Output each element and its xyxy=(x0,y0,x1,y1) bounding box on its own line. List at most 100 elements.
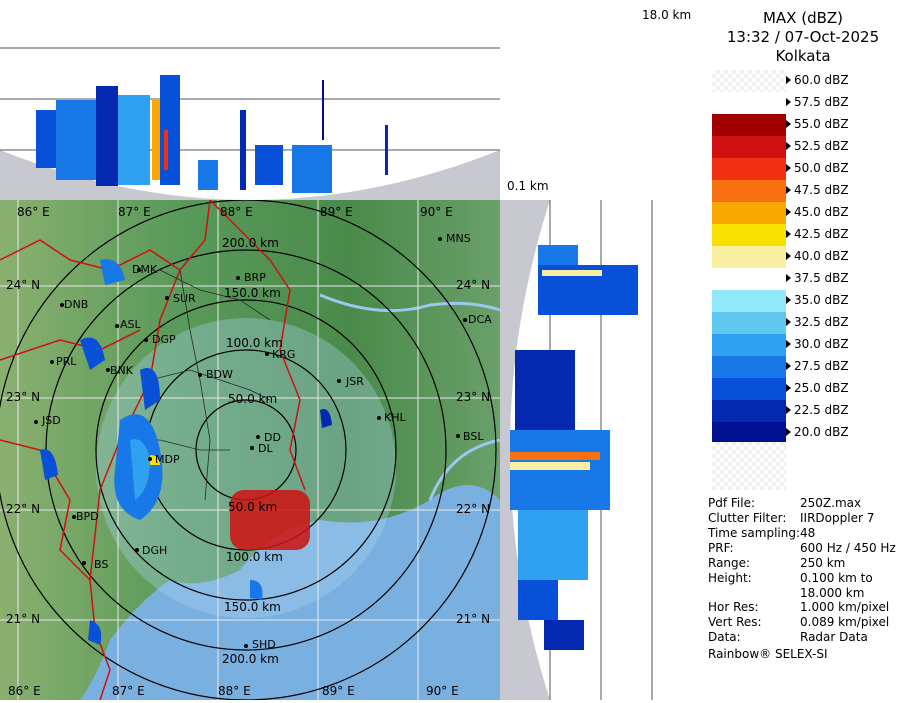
lat-label-right-23: 23° N xyxy=(456,390,491,404)
estuary xyxy=(428,438,500,501)
scale-label: 47.5 dBZ xyxy=(794,183,849,197)
city-mdp: MDP xyxy=(155,453,180,466)
scale-tick-icon xyxy=(786,274,791,282)
scale-swatch xyxy=(712,290,786,312)
lon-label-top-88: 88° E xyxy=(220,205,253,219)
scale-row: 37.5 dBZ xyxy=(700,268,906,290)
info-value: Radar Data xyxy=(800,630,868,644)
scale-swatch xyxy=(712,136,786,158)
info-value: IIRDoppler 7 xyxy=(800,511,875,525)
lat-label-right-21: 21° N xyxy=(456,612,491,626)
info-key: Pdf File: xyxy=(708,496,756,510)
city-jsd: JSD xyxy=(42,414,61,427)
scale-swatch xyxy=(712,268,786,290)
city-bnk: BNK xyxy=(110,364,133,377)
range-label-south-200: 200.0 km xyxy=(222,652,279,666)
lon-label-top-86: 86° E xyxy=(17,205,50,219)
city-khl: KHL xyxy=(384,411,406,424)
district-boundaries xyxy=(120,269,271,501)
product-datetime: 13:32 / 07-Oct-2025 xyxy=(726,28,880,46)
lon-label-bottom-89: 89° E xyxy=(322,684,355,698)
city-asl: ASL xyxy=(120,318,141,331)
city-prl: PRL xyxy=(56,355,77,368)
scale-tick-icon xyxy=(786,362,791,370)
scale-label: 55.0 dBZ xyxy=(794,117,849,131)
scale-tick-icon xyxy=(786,406,791,414)
lon-label-bottom-87: 87° E xyxy=(112,684,145,698)
scale-label: 37.5 dBZ xyxy=(794,271,849,285)
scale-tick-icon xyxy=(786,428,791,436)
scale-swatch xyxy=(712,246,786,268)
range-label-south-100: 100.0 km xyxy=(226,550,283,564)
scale-tick-icon xyxy=(786,76,791,84)
range-label-south-150: 150.0 km xyxy=(224,600,281,614)
info-value: 600 Hz / 450 Hz xyxy=(800,541,896,555)
info-key: Clutter Filter: xyxy=(708,511,787,525)
scale-label: 50.0 dBZ xyxy=(794,161,849,175)
lat-label-left-22: 22° N xyxy=(6,502,41,516)
map-echoes xyxy=(40,259,332,645)
scale-swatch xyxy=(712,114,786,136)
scale-row: 60.0 dBZ xyxy=(700,70,906,92)
scale-tick-icon xyxy=(786,252,791,260)
right-height-profile xyxy=(500,200,700,700)
scale-row: 57.5 dBZ xyxy=(700,92,906,114)
top-height-profile xyxy=(0,0,500,200)
city-dca: DCA xyxy=(468,313,492,326)
scale-row: 25.0 dBZ xyxy=(700,378,906,400)
scale-row: 42.5 dBZ xyxy=(700,224,906,246)
scale-label: 30.0 dBZ xyxy=(794,337,849,351)
scale-row: 27.5 dBZ xyxy=(700,356,906,378)
lat-label-right-22: 22° N xyxy=(456,502,491,516)
software-footer: Rainbow® SELEX-SI xyxy=(708,647,828,661)
scale-row: 22.5 dBZ xyxy=(700,400,906,422)
info-key: Data: xyxy=(708,630,741,644)
scale-label: 57.5 dBZ xyxy=(794,95,849,109)
scale-tick-icon xyxy=(786,384,791,392)
city-dl: DL xyxy=(258,442,273,455)
city-mns: MNS xyxy=(446,232,471,245)
info-key: Vert Res: xyxy=(708,615,762,629)
station-name: Kolkata xyxy=(775,47,831,65)
scale-swatch xyxy=(712,422,786,444)
river xyxy=(319,293,500,313)
land-area xyxy=(0,200,500,700)
city-dnb: DNB xyxy=(64,298,89,311)
city-dgh: DGH xyxy=(142,544,168,557)
scale-row: 50.0 dBZ xyxy=(700,158,906,180)
scale-swatch xyxy=(712,202,786,224)
city-bpd: BPD xyxy=(76,510,99,523)
lat-label-left-21: 21° N xyxy=(6,612,41,626)
scale-row: 30.0 dBZ xyxy=(700,334,906,356)
info-value: 0.089 km/pixel xyxy=(800,615,890,629)
scale-label: 45.0 dBZ xyxy=(794,205,849,219)
scale-swatch xyxy=(712,334,786,356)
scale-swatch xyxy=(712,92,786,114)
scale-tick-icon xyxy=(786,340,791,348)
scale-row: 55.0 dBZ xyxy=(700,114,906,136)
scale-bottom-blank xyxy=(700,442,906,490)
info-key: Hor Res: xyxy=(708,600,759,614)
scale-tick-icon xyxy=(786,164,791,172)
scale-tick-icon xyxy=(786,230,791,238)
info-block: Pdf File: 250Z.max Clutter Filter: IIRDoppl… xyxy=(708,496,906,666)
info-value: 0.100 km to 18.000 km xyxy=(800,571,873,600)
map-svg xyxy=(0,200,500,700)
scale-swatch xyxy=(712,224,786,246)
scale-label: 35.0 dBZ xyxy=(794,293,849,307)
lon-label-top-90: 90° E xyxy=(420,205,453,219)
scale-label: 40.0 dBZ xyxy=(794,249,849,263)
info-key: Time sampling: xyxy=(708,526,801,540)
scale-row: 32.5 dBZ xyxy=(700,312,906,334)
scale-row: 45.0 dBZ xyxy=(700,202,906,224)
scale-row: 52.5 dBZ xyxy=(700,136,906,158)
range-label-north-50: 50.0 km xyxy=(228,392,278,406)
city-krg: KRG xyxy=(272,348,296,361)
height-max-label: 18.0 km xyxy=(642,8,692,22)
city-jsr: JSR xyxy=(346,375,364,388)
scale-tick-icon xyxy=(786,296,791,304)
scale-label: 25.0 dBZ xyxy=(794,381,849,395)
range-label-north-200: 200.0 km xyxy=(222,236,279,250)
scale-label: 27.5 dBZ xyxy=(794,359,849,373)
city-dgp: DGP xyxy=(152,333,176,346)
